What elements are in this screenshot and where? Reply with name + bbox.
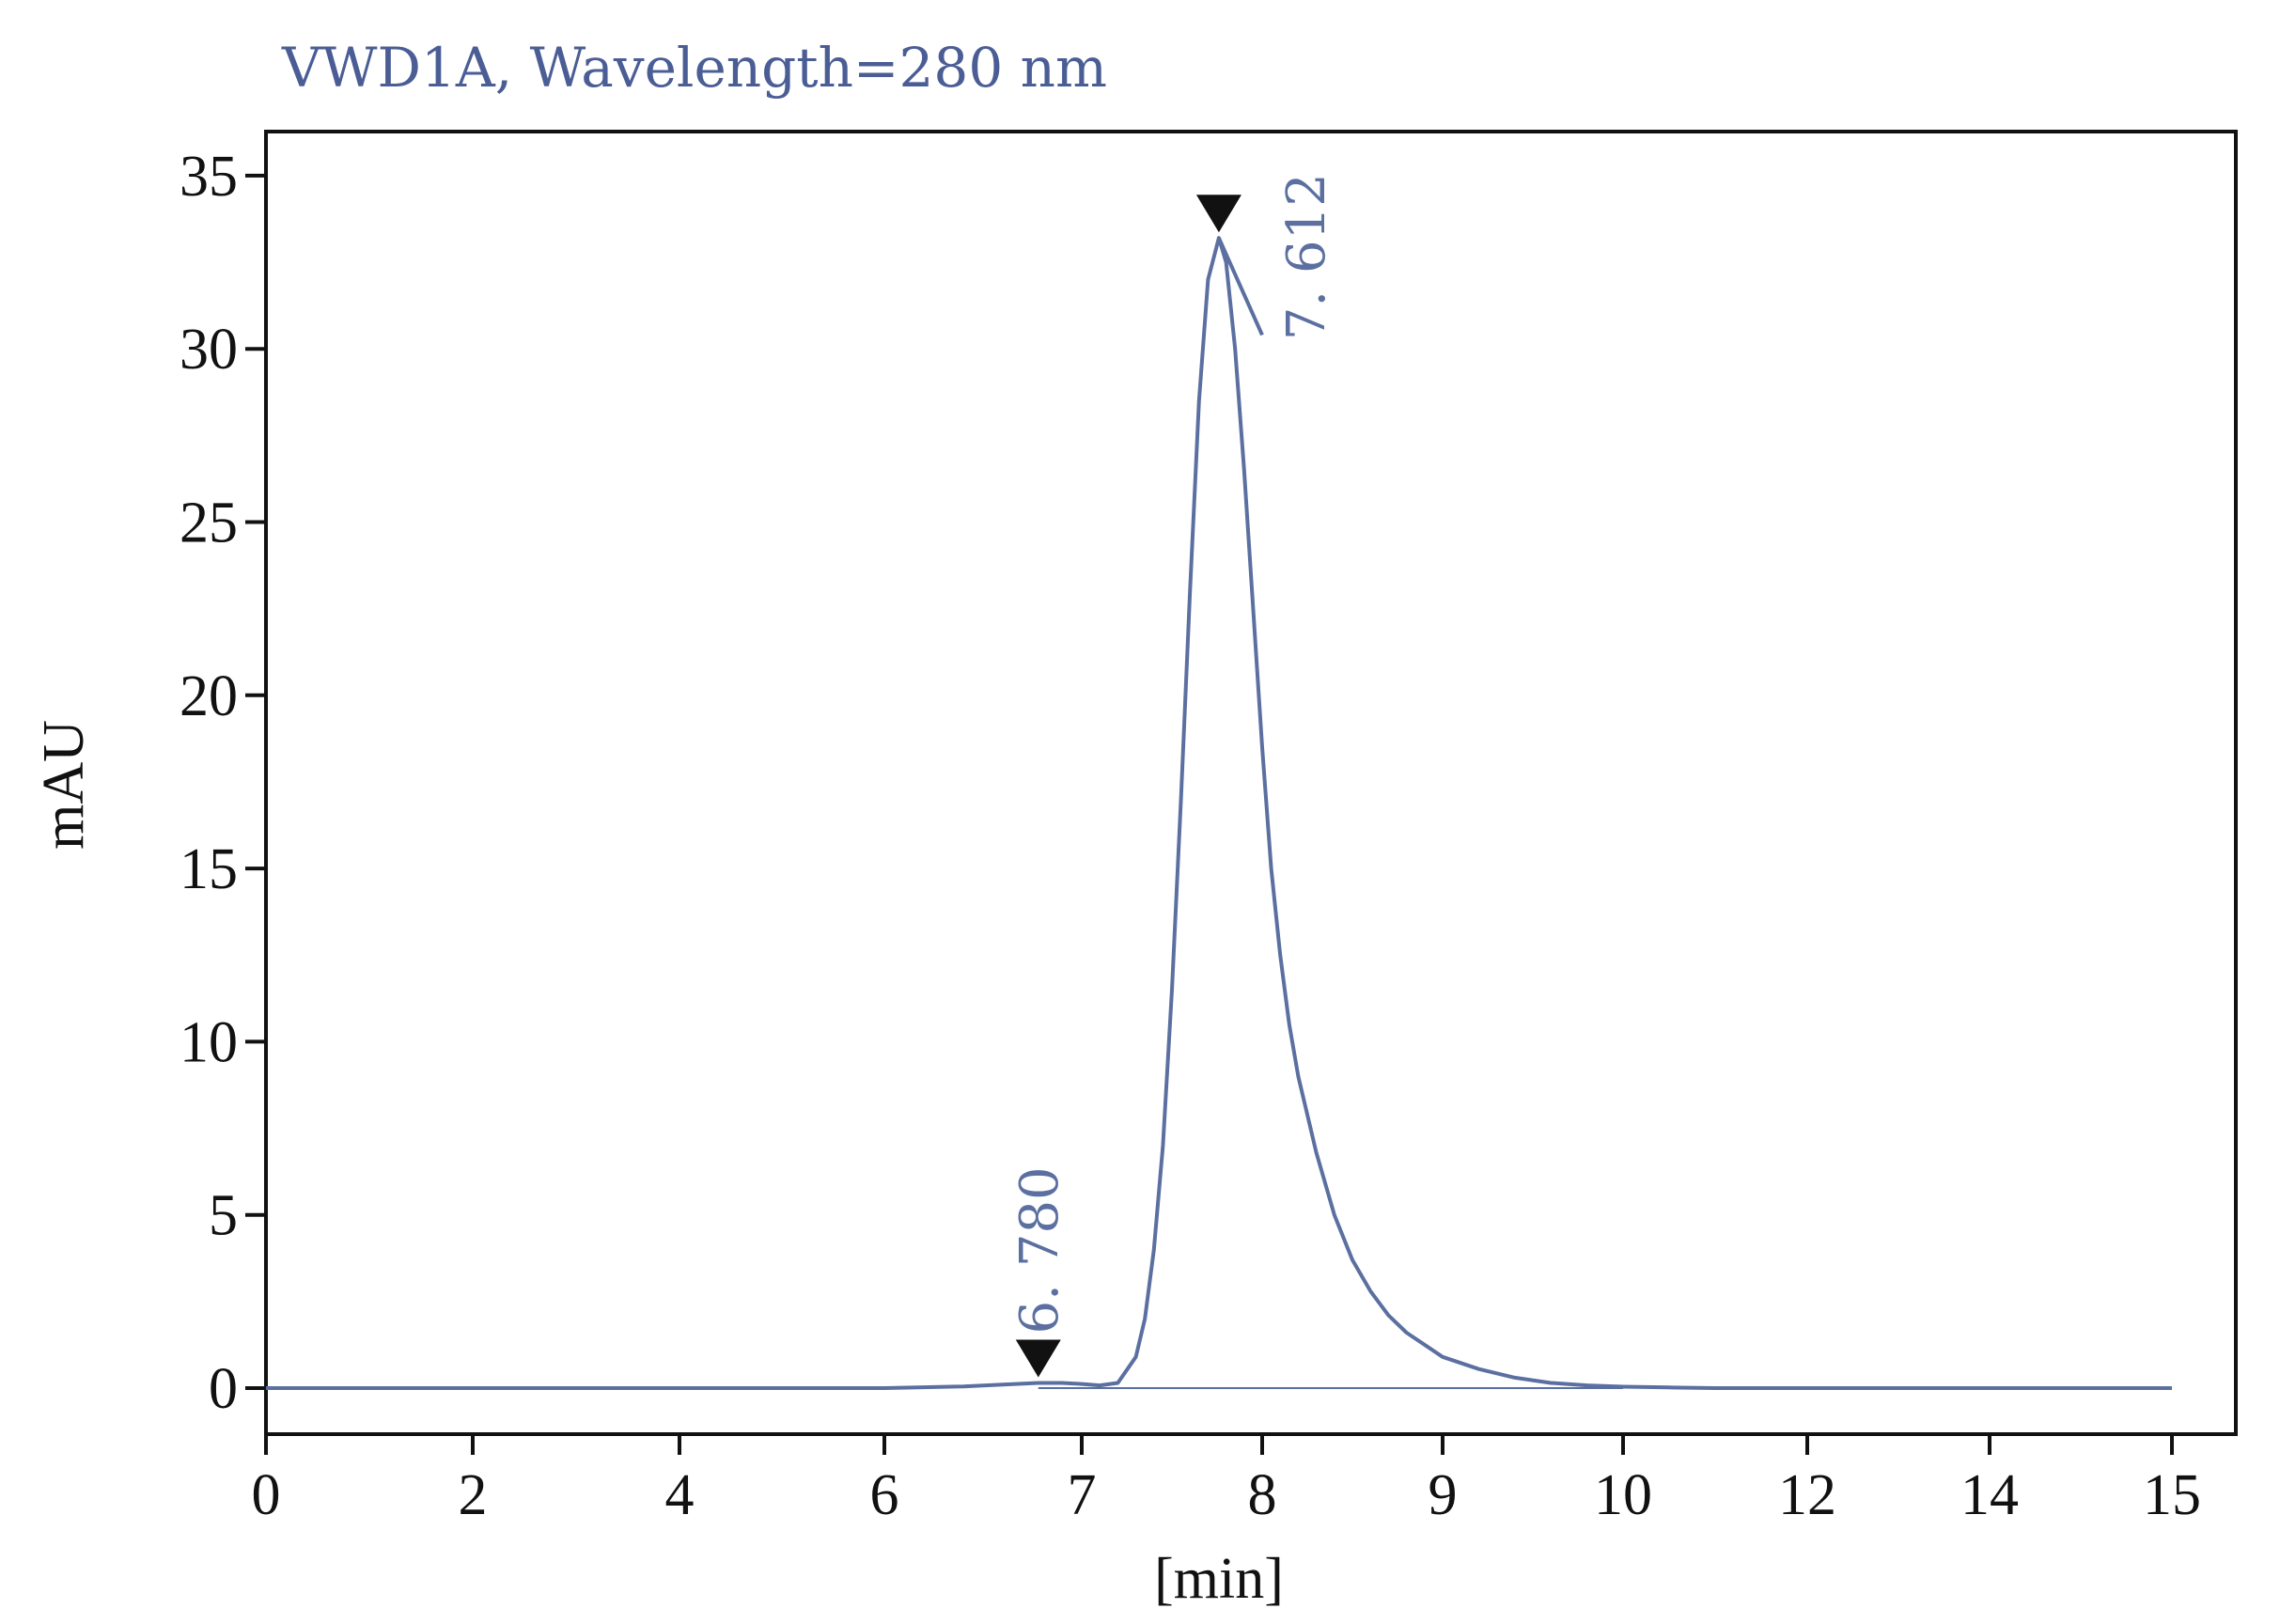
x-tick-label: 0 xyxy=(252,1463,281,1527)
y-tick-label: 15 xyxy=(180,837,238,901)
x-tick-label: 6 xyxy=(870,1463,899,1527)
peak-tangent-line xyxy=(1217,237,1264,336)
chart-title: VWD1A, Wavelength=280 nm xyxy=(282,36,1108,100)
x-tick-label: 9 xyxy=(1429,1463,1458,1527)
peak-label: 6. 780 xyxy=(1009,1166,1070,1334)
x-tick-label: 7 xyxy=(1068,1463,1097,1527)
y-axis: 0 5 10 15 20 25 30 35 xyxy=(180,145,266,1421)
x-tick-label: 12 xyxy=(1778,1463,1836,1527)
plot-frame xyxy=(264,130,2238,1436)
x-tick-label: 4 xyxy=(665,1463,695,1527)
x-axis-label: [min] xyxy=(1154,1547,1284,1611)
x-tick-label: 8 xyxy=(1248,1463,1277,1527)
peak-marker-triangle xyxy=(1015,1339,1061,1378)
y-axis-label: mAU xyxy=(32,720,96,850)
chromatogram-trace xyxy=(266,236,2172,1390)
y-tick-label: 35 xyxy=(180,145,238,209)
peak-label: 7. 612 xyxy=(1276,173,1337,340)
peak-marker-triangle xyxy=(1195,195,1242,233)
x-tick-label: 14 xyxy=(1960,1463,2019,1527)
x-tick-label: 2 xyxy=(459,1463,488,1527)
x-axis: 0 2 4 6 7 8 9 10 12 14 15 xyxy=(252,1434,2201,1527)
y-tick-label: 30 xyxy=(180,318,238,382)
y-tick-label: 5 xyxy=(209,1184,238,1248)
y-tick-label: 0 xyxy=(209,1357,238,1421)
y-tick-label: 25 xyxy=(180,492,238,555)
peak-markers: 6. 780 7. 612 xyxy=(1009,173,1337,1378)
y-tick-label: 20 xyxy=(180,664,238,728)
x-tick-label: 10 xyxy=(1594,1463,1652,1527)
y-tick-label: 10 xyxy=(180,1010,238,1074)
x-tick-label: 15 xyxy=(2143,1463,2201,1527)
